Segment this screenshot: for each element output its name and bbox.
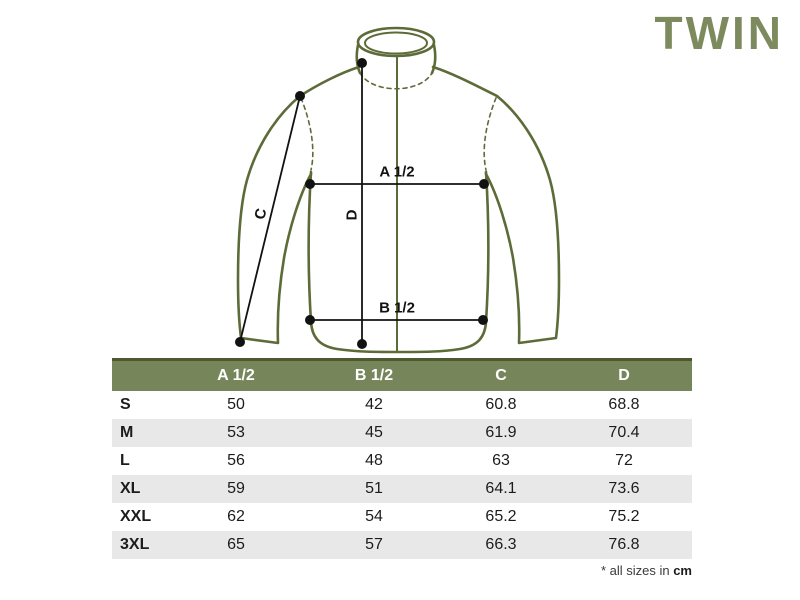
value-c: 65.2 xyxy=(446,503,556,531)
header-cell-c: C xyxy=(446,358,556,391)
measurement-label-b: B 1/2 xyxy=(379,299,415,317)
value-c: 66.3 xyxy=(446,531,556,559)
value-a: 50 xyxy=(170,391,302,419)
value-a: 56 xyxy=(170,447,302,475)
left-shoulder xyxy=(298,65,361,98)
value-b: 42 xyxy=(302,391,446,419)
left-sleeve xyxy=(236,94,313,345)
value-b: 48 xyxy=(302,447,446,475)
measurement-label-d: D xyxy=(343,209,361,221)
value-b: 57 xyxy=(302,531,446,559)
value-c: 60.8 xyxy=(446,391,556,419)
jacket-diagram: A 1/2 B 1/2 C D xyxy=(235,26,561,354)
value-c: 64.1 xyxy=(446,475,556,503)
value-b: 51 xyxy=(302,475,446,503)
value-c: 61.9 xyxy=(446,419,556,447)
jacket-outline xyxy=(236,26,561,354)
measurement-lines xyxy=(239,63,484,344)
measure-line-c xyxy=(239,95,301,343)
size-table-body: S 50 42 60.8 68.8 M 53 45 61.9 70.4 L 56… xyxy=(112,391,692,559)
size-label: L xyxy=(112,447,170,475)
header-cell-b: B 1/2 xyxy=(302,358,446,391)
collar-inner-ellipse xyxy=(364,31,428,55)
jacket-drawing xyxy=(235,26,561,354)
footnote-unit: cm xyxy=(673,563,692,578)
value-a: 62 xyxy=(170,503,302,531)
measurement-dots xyxy=(235,58,489,349)
value-d: 75.2 xyxy=(556,503,692,531)
value-b: 45 xyxy=(302,419,446,447)
value-a: 65 xyxy=(170,531,302,559)
table-row: S 50 42 60.8 68.8 xyxy=(112,391,692,419)
table-row: XXL 62 54 65.2 75.2 xyxy=(112,503,692,531)
value-b: 54 xyxy=(302,503,446,531)
value-d: 72 xyxy=(556,447,692,475)
footnote-text: * all sizes in xyxy=(600,563,674,578)
value-d: 73.6 xyxy=(556,475,692,503)
header-cell-d: D xyxy=(556,358,692,391)
table-row: L 56 48 63 72 xyxy=(112,447,692,475)
header-row: A 1/2 B 1/2 C D xyxy=(112,358,692,391)
table-row: M 53 45 61.9 70.4 xyxy=(112,419,692,447)
table-row: XL 59 51 64.1 73.6 xyxy=(112,475,692,503)
collar-left-edge xyxy=(355,43,362,75)
value-d: 68.8 xyxy=(556,391,692,419)
right-shoulder xyxy=(431,65,499,98)
product-title: TWIN xyxy=(654,7,784,59)
size-table-header: A 1/2 B 1/2 C D xyxy=(112,358,692,391)
size-label: 3XL xyxy=(112,531,170,559)
size-table: A 1/2 B 1/2 C D S 50 42 60.8 68.8 M 53 4… xyxy=(112,358,692,559)
size-label: S xyxy=(112,391,170,419)
header-cell-a: A 1/2 xyxy=(170,358,302,391)
right-sleeve xyxy=(484,94,561,345)
value-d: 70.4 xyxy=(556,419,692,447)
size-label: XL xyxy=(112,475,170,503)
left-armhole-dashed xyxy=(300,97,314,171)
units-footnote: * all sizes in cm xyxy=(601,563,692,578)
measurement-label-a: A 1/2 xyxy=(379,163,415,181)
value-c: 63 xyxy=(446,447,556,475)
size-label: XXL xyxy=(112,503,170,531)
value-a: 53 xyxy=(170,419,302,447)
table-row: 3XL 65 57 66.3 76.8 xyxy=(112,531,692,559)
collar-right-edge xyxy=(430,43,437,75)
value-a: 59 xyxy=(170,475,302,503)
value-d: 76.8 xyxy=(556,531,692,559)
header-cell-size xyxy=(112,358,170,391)
right-armhole-dashed xyxy=(483,97,497,171)
size-label: M xyxy=(112,419,170,447)
jacket-body xyxy=(307,170,490,354)
